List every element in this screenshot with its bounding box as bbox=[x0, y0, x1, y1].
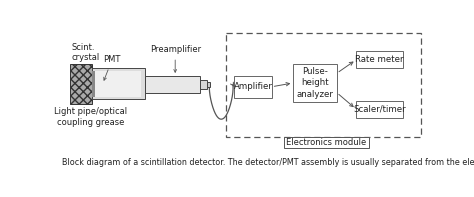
Text: Scint.
crystal: Scint. crystal bbox=[72, 43, 100, 62]
Text: Light pipe/optical
coupling grease: Light pipe/optical coupling grease bbox=[54, 107, 127, 127]
Text: Amplifier: Amplifier bbox=[234, 82, 273, 91]
Bar bbox=[92, 71, 141, 97]
Bar bbox=[284, 137, 369, 148]
Bar bbox=[235, 76, 272, 98]
Text: Pulse-
height
analyzer: Pulse- height analyzer bbox=[297, 67, 333, 99]
Text: Scaler/timer: Scaler/timer bbox=[353, 105, 406, 114]
Bar bbox=[356, 101, 402, 118]
Bar bbox=[92, 68, 145, 99]
Bar bbox=[207, 82, 210, 87]
Bar bbox=[201, 80, 207, 89]
Text: Electronics module: Electronics module bbox=[286, 138, 367, 147]
Text: Rate meter: Rate meter bbox=[355, 55, 403, 64]
Bar bbox=[92, 71, 95, 97]
Bar bbox=[293, 64, 337, 102]
Bar bbox=[145, 76, 201, 93]
Text: PMT: PMT bbox=[103, 55, 121, 80]
Text: Preamplifier: Preamplifier bbox=[150, 46, 201, 72]
Text: Block diagram of a scintillation detector. The detector/PMT assembly is usually : Block diagram of a scintillation detecto… bbox=[63, 158, 474, 167]
Bar bbox=[70, 64, 92, 104]
Bar bbox=[356, 51, 402, 68]
Bar bbox=[226, 33, 421, 137]
